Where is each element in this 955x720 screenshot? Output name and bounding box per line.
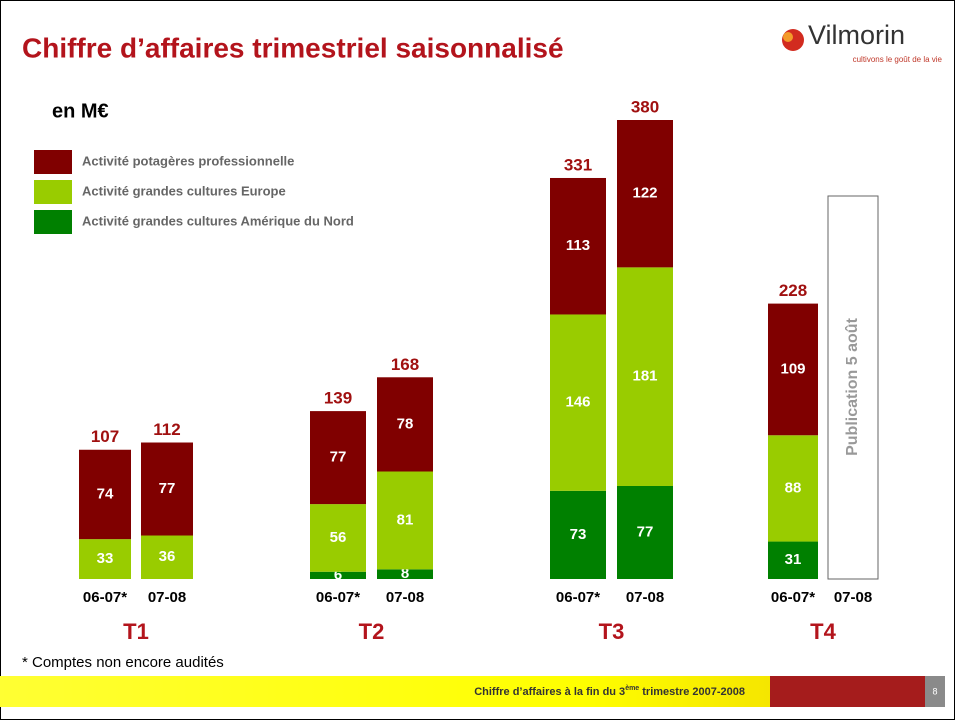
slide-title: Chiffre d’affaires trimestriel saisonnal… bbox=[22, 32, 564, 63]
group-label: T4 bbox=[810, 619, 836, 644]
group-label: T3 bbox=[599, 619, 625, 644]
bar-segment bbox=[377, 377, 433, 472]
publication-box bbox=[827, 195, 879, 580]
category-label: 06-07* bbox=[556, 589, 600, 606]
legend-swatch bbox=[34, 180, 72, 204]
total-label: 228 bbox=[779, 281, 807, 300]
page-box bbox=[925, 676, 945, 707]
category-label: 06-07* bbox=[316, 589, 360, 606]
legend-swatch bbox=[34, 150, 72, 174]
page-number: 8 bbox=[932, 686, 937, 696]
category-label: 07-08 bbox=[626, 589, 664, 606]
legend-swatch bbox=[34, 210, 72, 234]
segment-label: 56 bbox=[330, 529, 347, 546]
total-label: 380 bbox=[631, 97, 659, 116]
segment-label: 77 bbox=[637, 523, 654, 540]
bar-segment bbox=[377, 471, 433, 570]
segment-label: 88 bbox=[785, 479, 802, 496]
bar-segment bbox=[768, 541, 818, 579]
category-label: 06-07* bbox=[83, 589, 127, 606]
segment-label: 77 bbox=[330, 449, 347, 466]
segment-label: 113 bbox=[566, 237, 590, 254]
segment-label: 36 bbox=[159, 548, 176, 565]
bar-segment bbox=[141, 442, 193, 536]
segment-label: 122 bbox=[632, 185, 657, 202]
footer-red-band bbox=[770, 676, 945, 707]
footer-text-part: Chiffre d’affaires à la fin du 3 bbox=[474, 686, 625, 698]
category-label: 06-07* bbox=[771, 589, 815, 606]
logo-tagline: cultivons le goût de la vie bbox=[853, 55, 943, 64]
bar-segment bbox=[141, 535, 193, 579]
footer-text: Chiffre d’affaires à la fin du 3ème trim… bbox=[474, 685, 745, 698]
unit-label: en M€ bbox=[52, 100, 109, 122]
footnote: * Comptes non encore audités bbox=[22, 654, 224, 671]
category-label: 07-08 bbox=[386, 589, 424, 606]
bar-segment bbox=[310, 571, 366, 579]
bar-segment bbox=[617, 485, 673, 579]
bar-segment bbox=[768, 435, 818, 542]
total-label: 112 bbox=[153, 420, 180, 439]
group-label: T2 bbox=[359, 619, 385, 644]
bar-segment bbox=[79, 449, 131, 540]
bar-segment bbox=[79, 539, 131, 579]
bar-segment bbox=[377, 569, 433, 579]
logo-name: Vilmorin bbox=[808, 20, 905, 50]
segment-label: 33 bbox=[97, 550, 114, 567]
total-label: 107 bbox=[91, 427, 119, 446]
total-label: 139 bbox=[324, 389, 352, 408]
segment-label: 146 bbox=[565, 394, 590, 411]
logo-icon-inner bbox=[783, 32, 793, 42]
legend-label: Activité potagères professionnelle bbox=[82, 153, 294, 168]
segment-label: 6 bbox=[334, 566, 342, 583]
footer-sup: ème bbox=[625, 685, 639, 692]
bar-segment bbox=[617, 267, 673, 486]
bar-segment bbox=[617, 120, 673, 268]
footer-text-part: trimestre 2007-2008 bbox=[639, 686, 745, 698]
segment-label: 181 bbox=[632, 368, 657, 385]
bar-segment bbox=[550, 177, 606, 315]
total-label: 331 bbox=[564, 155, 592, 174]
bar-segment bbox=[310, 504, 366, 572]
footer-band bbox=[0, 676, 770, 707]
segment-label: 78 bbox=[397, 415, 414, 432]
segment-label: 8 bbox=[401, 565, 409, 582]
segment-label: 109 bbox=[780, 360, 805, 377]
segment-label: 81 bbox=[397, 511, 414, 528]
legend-label: Activité grandes cultures Europe bbox=[82, 183, 286, 198]
legend-label: Activité grandes cultures Amérique du No… bbox=[82, 213, 354, 228]
total-label: 168 bbox=[391, 355, 419, 374]
annotation: Publication 5 août bbox=[844, 317, 861, 455]
group-label: T1 bbox=[123, 619, 149, 644]
category-label: 07-08 bbox=[148, 589, 186, 606]
bar-segment bbox=[768, 303, 818, 436]
bar-segment bbox=[310, 411, 366, 505]
segment-label: 31 bbox=[785, 551, 802, 568]
segment-label: 73 bbox=[570, 526, 587, 543]
category-label: 07-08 bbox=[834, 589, 872, 606]
segment-label: 74 bbox=[97, 485, 114, 502]
bar-segment bbox=[550, 314, 606, 491]
segment-label: 77 bbox=[159, 480, 176, 497]
bar-segment bbox=[550, 490, 606, 579]
